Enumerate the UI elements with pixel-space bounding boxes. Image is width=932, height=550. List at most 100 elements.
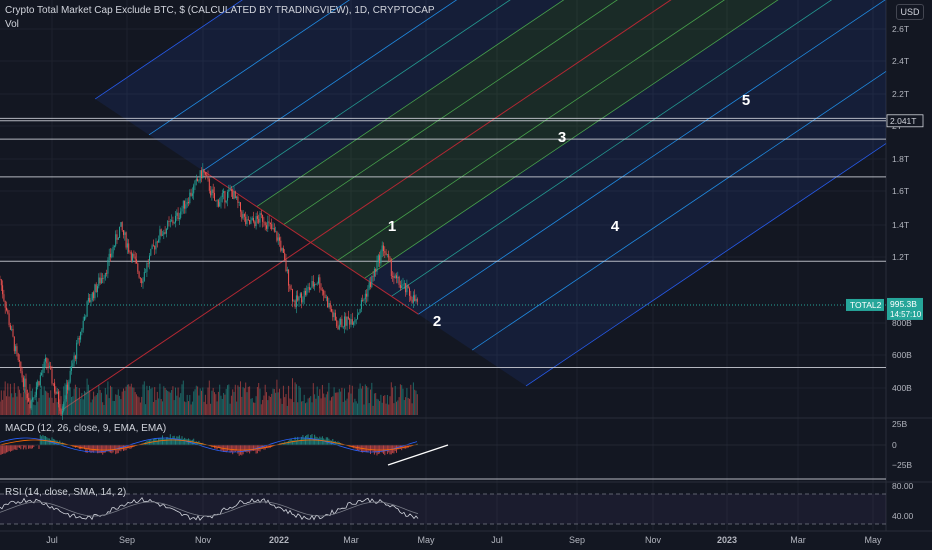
candle-body-80 (103, 277, 105, 279)
pitch-line-7 (337, 0, 725, 261)
volume-bar-279 (362, 386, 364, 415)
volume-bar-81 (104, 388, 106, 415)
candle-body-164 (212, 189, 214, 193)
candle-body-30 (38, 381, 40, 386)
volume-bar-202 (262, 399, 264, 415)
candle-body-285 (370, 282, 371, 287)
volume-bar-233 (302, 401, 304, 415)
macd-bar-245 (318, 438, 319, 445)
candle-body-255 (331, 309, 332, 312)
volume-bar-251 (325, 394, 327, 415)
macd-bar-205 (266, 445, 267, 449)
volume-bar-229 (297, 402, 299, 415)
volume-bar-87 (112, 400, 114, 415)
candle-body-273 (354, 320, 356, 323)
candle-body-54 (69, 370, 71, 382)
volume-bar-140 (181, 384, 183, 415)
macd-bar-176 (228, 445, 230, 451)
macd-bar-151 (195, 441, 197, 445)
time-tick-Sep: Sep (569, 535, 585, 545)
candle-body-233 (302, 299, 304, 303)
volume-bar-250 (324, 397, 326, 415)
macd-bar-180 (233, 445, 235, 452)
candle-body-3 (3, 294, 5, 301)
candle-body-235 (305, 290, 306, 295)
candle-body-140 (181, 208, 183, 212)
volume-bar-102 (132, 387, 134, 415)
volume-bar-83 (107, 381, 109, 415)
volume-bar-283 (367, 387, 369, 415)
volume-bar-62 (80, 398, 82, 415)
time-tick-Sep: Sep (119, 535, 135, 545)
volume-bar-289 (375, 393, 377, 415)
volume-bar-139 (180, 393, 182, 415)
candle-body-132 (171, 220, 173, 222)
volume-bar-290 (376, 398, 378, 415)
candle-body-135 (175, 215, 176, 223)
macd-bar-64 (82, 445, 84, 449)
volume-bar-278 (360, 388, 362, 415)
candle-body-294 (381, 245, 383, 252)
volume-bar-318 (412, 382, 414, 415)
macd-bar-2 (2, 445, 4, 454)
volume-bar-125 (162, 401, 163, 415)
candle-body-129 (167, 221, 169, 229)
candle-body-194 (251, 218, 253, 221)
wave-label-3: 3 (558, 129, 566, 146)
macd-bar-169 (219, 445, 221, 449)
macd-bar-16 (20, 445, 22, 450)
macd-bar-291 (377, 445, 379, 454)
macd-bar-194 (251, 445, 253, 452)
volume-bar-40 (51, 397, 53, 415)
candle-body-193 (250, 220, 252, 224)
volume-bar-17 (21, 397, 23, 415)
candle-body-298 (386, 254, 388, 256)
volume-bar-190 (246, 392, 248, 415)
volume-bar-9 (11, 393, 13, 415)
volume-bar-311 (403, 400, 405, 415)
candle-body-84 (108, 253, 110, 260)
volume-bar-52 (67, 382, 69, 415)
volume-bar-162 (210, 403, 212, 415)
volume-bar-101 (130, 383, 132, 415)
pitch-band-11 (472, 71, 886, 386)
pitch-line-9 (391, 0, 833, 297)
price-tick-5: 1.6T (892, 186, 909, 196)
candle-body-25 (32, 398, 33, 400)
volume-bar-110 (142, 384, 144, 415)
candle-body-66 (85, 316, 87, 318)
candle-body-223 (289, 285, 291, 289)
volume-bar-35 (45, 390, 46, 415)
volume-bar-297 (385, 403, 387, 415)
rsi-signal-line (0, 501, 419, 517)
macd-bar-82 (106, 445, 108, 452)
candle-body-279 (362, 300, 364, 301)
volume-bar-189 (245, 382, 247, 415)
candle-body-267 (346, 316, 348, 326)
candle-body-109 (141, 278, 143, 284)
volume-bar-7 (8, 396, 10, 415)
candle-body-201 (260, 213, 262, 215)
pitch-line-4 (256, 0, 565, 207)
volume-bar-135 (175, 387, 176, 415)
candle-body-112 (145, 271, 147, 273)
volume-bar-99 (128, 384, 130, 415)
hline-tag: 2.041T (890, 116, 916, 126)
volume-bar-88 (113, 401, 115, 415)
candle-body-113 (146, 263, 148, 272)
currency-button[interactable]: USD (896, 4, 924, 20)
candle-body-291 (377, 255, 379, 262)
candle-body-276 (358, 312, 360, 315)
macd-bar-177 (229, 445, 231, 453)
candle-body-138 (178, 217, 180, 220)
candle-body-1 (0, 279, 2, 286)
volume-bar-172 (223, 392, 225, 415)
candle-body-242 (314, 283, 316, 287)
candle-body-320 (415, 298, 417, 302)
candle-body-102 (132, 253, 134, 261)
volume-bar-38 (48, 397, 50, 415)
macd-line (0, 437, 418, 453)
macd-bar-292 (379, 445, 381, 454)
macd-histogram (0, 434, 886, 466)
